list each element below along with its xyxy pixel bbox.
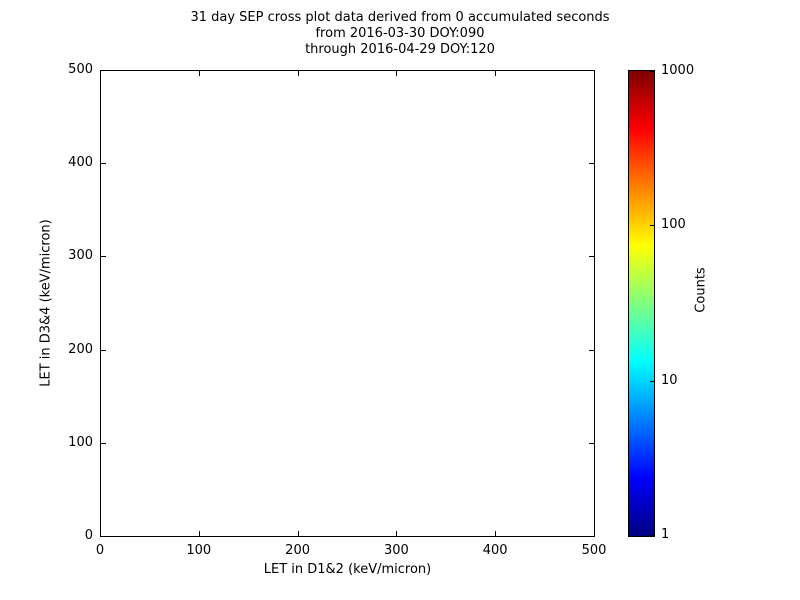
colorbar-label: Counts [693, 267, 709, 313]
colorbar-tick-mark [650, 380, 654, 382]
y-tick-mark-right [589, 163, 594, 165]
x-tick-label: 200 [285, 543, 310, 558]
y-tick-mark [101, 536, 106, 537]
x-tick-mark-top [100, 71, 101, 76]
y-tick-mark [101, 442, 106, 444]
y-tick-label: 200 [68, 341, 93, 357]
title-line-1: 31 day SEP cross plot data derived from … [190, 10, 610, 25]
x-axis-label: LET in D1&2 (keV/micron) [263, 562, 432, 577]
y-tick-mark-right [589, 536, 594, 537]
x-tick-mark-top [495, 71, 497, 76]
colorbar-tick-label: 1000 [661, 63, 695, 78]
y-tick-mark [101, 70, 106, 71]
y-tick-label: 300 [68, 248, 93, 264]
y-tick-label: 100 [68, 434, 93, 450]
y-tick-mark [101, 349, 106, 351]
x-tick-mark [297, 531, 299, 536]
title-line-3: through 2016-04-29 DOY:120 [305, 42, 495, 57]
y-tick-mark [101, 163, 106, 165]
y-tick-mark-right [589, 349, 594, 351]
x-tick-label: 300 [383, 543, 409, 558]
y-axis-label: LET in D3&4 (keV/micron) [38, 219, 54, 387]
colorbar-tick-label: 100 [661, 217, 686, 233]
x-tick-mark [396, 531, 398, 536]
colorbar-tick-mark [650, 71, 654, 72]
title-line-2: from 2016-03-30 DOY:090 [315, 26, 485, 41]
x-tick-mark-top [297, 71, 299, 76]
x-tick-mark [198, 531, 200, 536]
y-tick-mark [101, 256, 106, 258]
y-tick-label: 500 [68, 62, 93, 77]
x-tick-label: 400 [482, 543, 508, 558]
plot-area [100, 70, 595, 537]
x-tick-mark [495, 531, 497, 536]
x-tick-mark-top [594, 71, 595, 76]
colorbar-tick-mark [650, 535, 654, 536]
colorbar-tick-mark [650, 225, 654, 227]
y-tick-label: 400 [68, 155, 93, 171]
x-tick-label: 100 [186, 543, 212, 558]
x-tick-label: 0 [95, 543, 105, 558]
colorbar-tick-label: 1 [661, 527, 670, 542]
x-tick-mark-top [396, 71, 398, 76]
y-tick-mark-right [589, 442, 594, 444]
x-tick-mark [100, 531, 101, 536]
colorbar-tick-label: 10 [661, 372, 678, 388]
y-tick-label: 0 [84, 528, 93, 543]
y-tick-mark-right [589, 256, 594, 258]
x-tick-label: 500 [581, 543, 607, 558]
x-tick-mark [594, 531, 595, 536]
chart-title: 31 day SEP cross plot data derived from … [0, 10, 800, 58]
colorbar [628, 70, 655, 537]
x-tick-mark-top [198, 71, 200, 76]
y-tick-mark-right [589, 70, 594, 71]
